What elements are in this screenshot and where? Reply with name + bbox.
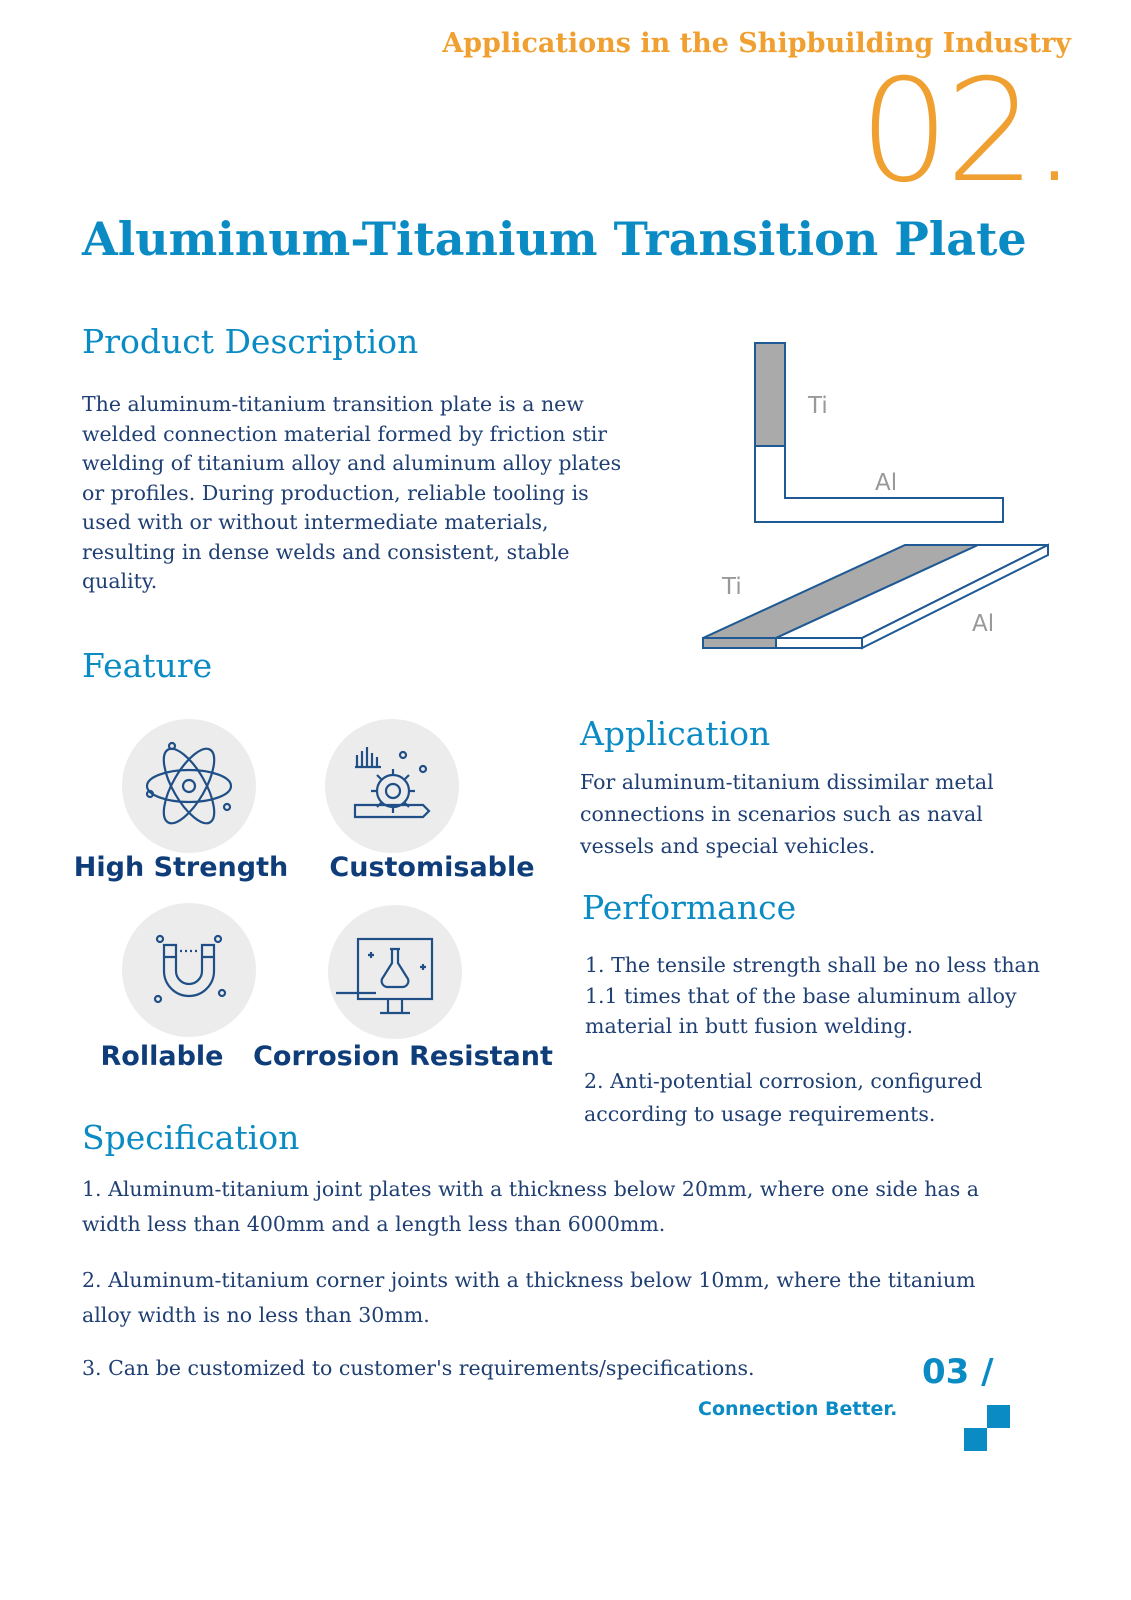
ti-al-diagram: Ti Al Ti Al: [702, 342, 1049, 650]
feature-label-high-strength: High Strength: [73, 852, 289, 883]
slogan: Connection Better.: [698, 1398, 898, 1420]
section-title: Applications in the Shipbuilding Industr…: [442, 28, 1071, 59]
feature-label-corrosion-resistant: Corrosion Resistant: [253, 1041, 553, 1072]
flask-monitor-icon: [328, 905, 462, 1039]
magnet-icon: [122, 903, 256, 1037]
feature-heading: Feature: [82, 646, 213, 685]
section-number: 02.: [859, 49, 1077, 214]
label-al-bottom: Al: [972, 611, 994, 637]
logo-square-bottom: [964, 1428, 987, 1451]
logo-square-top: [987, 1405, 1010, 1428]
specification-item-3: 3. Can be customized to customer's requi…: [82, 1356, 755, 1380]
specification-item-2: 2. Aluminum-titanium corner joints with …: [82, 1268, 976, 1327]
specification-heading: Specification: [82, 1118, 300, 1157]
performance-item-2: 2. Anti-potential corrosion, configured …: [584, 1069, 983, 1126]
specification-item-1: 1. Aluminum-titanium joint plates with a…: [82, 1177, 979, 1236]
atom-icon: [122, 719, 256, 853]
label-ti-bottom: Ti: [721, 574, 742, 600]
label-ti-top: Ti: [807, 393, 828, 419]
feature-label-rollable: Rollable: [100, 1041, 224, 1072]
label-al-top: Al: [875, 470, 897, 496]
application-text: For aluminum-titanium dissimilar metal c…: [580, 770, 994, 858]
page-title: Aluminum-Titanium Transition Plate: [82, 212, 1027, 266]
feature-label-customisable: Customisable: [329, 852, 535, 883]
performance-item-1: 1. The tensile strength shall be no less…: [585, 953, 1040, 1038]
performance-heading: Performance: [582, 888, 797, 927]
page-number: 03 /: [922, 1352, 994, 1392]
description-heading: Product Description: [82, 322, 419, 361]
gear-chart-icon: [325, 719, 459, 853]
application-heading: Application: [580, 714, 771, 753]
description-text: The aluminum-titanium transition plate i…: [82, 392, 622, 593]
